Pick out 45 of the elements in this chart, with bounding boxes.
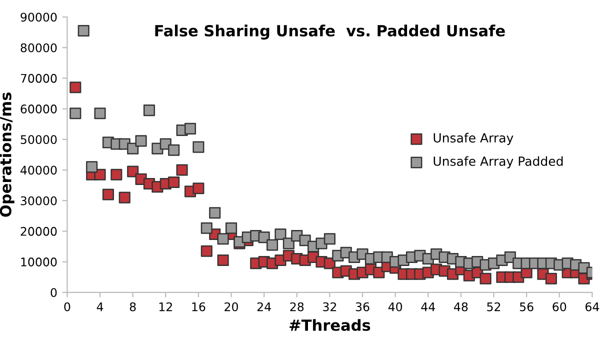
y-tick-label: 40000: [20, 166, 57, 175]
y-tick-label: 70000: [20, 74, 57, 83]
point: [127, 166, 139, 178]
x-tick-label: 52: [487, 302, 500, 312]
y-tick-label: 50000: [20, 135, 57, 144]
point: [70, 82, 82, 94]
x-tick-label: 20: [224, 302, 238, 312]
y-tick-label: 0: [50, 288, 57, 298]
y-tick-label: 10000: [21, 258, 57, 266]
point: [192, 182, 204, 194]
y-axis-title: Operations/ms: [0, 92, 14, 217]
point: [545, 272, 557, 284]
point: [102, 188, 114, 200]
x-tick-label: 56: [520, 302, 534, 312]
x-tick-label: 36: [356, 302, 370, 312]
point: [217, 254, 229, 266]
x-tick-label: 44: [421, 302, 435, 312]
x-tick-label: 48: [454, 302, 468, 312]
point: [94, 168, 106, 180]
x-tick-label: 16: [192, 302, 206, 312]
x-tick-label: 40: [388, 302, 402, 312]
point: [200, 245, 212, 257]
y-tick-label: 20000: [20, 226, 57, 236]
x-axis-title: #Threads: [290, 319, 370, 331]
x-tick-label: 8: [130, 302, 136, 312]
point: [176, 164, 188, 176]
y-tick-label: 90000: [20, 12, 57, 22]
y-tick-label: 30000: [20, 196, 57, 206]
legend-label: Unsafe Array: [434, 132, 514, 145]
point: [110, 168, 122, 180]
x-tick-label: 32: [323, 302, 336, 312]
x-tick-label: 24: [257, 302, 271, 312]
x-tick-label: 64: [586, 302, 600, 312]
x-tick-label: 28: [290, 302, 304, 312]
x-tick-label: 4: [96, 302, 104, 312]
y-tick-label: 60000: [20, 104, 57, 114]
point: [118, 192, 130, 204]
x-tick-label: 0: [64, 302, 70, 312]
chart-title: False Sharing Unsafe vs. Padded Unsafe: [155, 24, 505, 40]
x-tick-label: 60: [552, 302, 566, 312]
y-tick-label: 80000: [20, 43, 57, 52]
legend-label: Unsafe Array Padded: [434, 156, 563, 168]
point: [168, 176, 180, 188]
point: [480, 272, 492, 284]
x-tick-label: 12: [159, 302, 172, 312]
